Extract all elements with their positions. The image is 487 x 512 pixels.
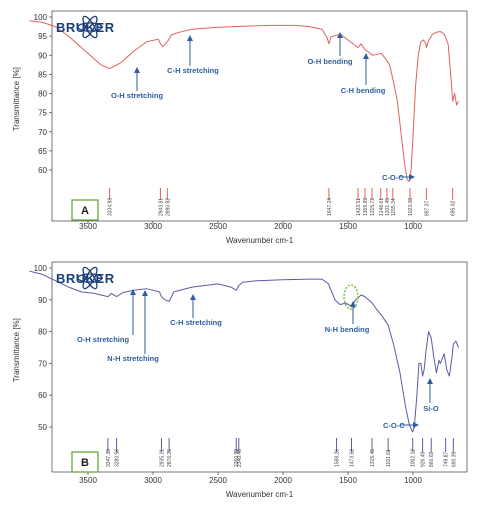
y-tick-label: 95 [38, 32, 47, 41]
peak-label: 3334.93 [108, 198, 114, 216]
peak-label: 749.87 [444, 451, 450, 467]
plot-frame [51, 10, 468, 222]
annotation-label: Si-O [423, 404, 439, 413]
y-tick-label: 90 [38, 51, 47, 60]
panel-label-box [71, 451, 99, 473]
bruker-logo-text: BRUKER [56, 271, 115, 286]
peak-label: 926.49 [421, 451, 427, 467]
panel-label-box [71, 199, 99, 221]
peak-label: 1248.61 [379, 198, 385, 216]
x-tick-label: 1000 [404, 222, 422, 231]
annotation-label: N-H stretching [107, 354, 159, 363]
peak-label: 1647.24 [327, 198, 333, 216]
y-tick-label: 70 [38, 128, 47, 137]
bruker-logo: BRUKER [56, 266, 115, 290]
peak-label: 1473.62 [350, 449, 356, 467]
annotation-label: C-H bending [341, 86, 386, 95]
peak-label: 1315.45 [370, 449, 376, 467]
x-tick-label: 3000 [144, 222, 162, 231]
annotation-label: C-H stretching [170, 318, 222, 327]
x-tick-label: 3000 [144, 476, 162, 485]
annotation-label: C-O-C [382, 173, 404, 182]
y-tick-label: 100 [34, 264, 48, 273]
peak-label: 2360.99 [234, 449, 240, 467]
annotation-label: C-H stretching [167, 66, 219, 75]
x-axis-title: Wavenumber cm-1 [226, 236, 294, 245]
ftir-panel-a: 60 65 70 75 80 85 90 95 100 3500 3000 2500 2000 1500 1… [12, 10, 468, 245]
y-tick-label: 60 [38, 391, 47, 400]
y-axis-title: Transmittance [%] [12, 318, 21, 382]
peak-label: 2935.21 [159, 449, 165, 467]
ftir-panel-b: 50 60 70 80 90 100 3500 3000 2500 2000 1500 1000 Wav… [12, 261, 468, 499]
y-tick-label: 100 [34, 13, 48, 22]
annotation-label: O-H stretching [111, 91, 164, 100]
peak-label: 860.69 [429, 451, 435, 467]
peak-label: 3280.56 [115, 449, 121, 467]
x-tick-label: 2000 [274, 476, 292, 485]
panel-label: A [81, 205, 89, 217]
peak-label: 1588.26 [335, 449, 341, 467]
y-tick-label: 75 [38, 109, 47, 118]
y-tick-label: 80 [38, 328, 47, 337]
y-axis-title: Transmittance [%] [12, 67, 21, 131]
peak-label: 1155.34 [391, 198, 397, 216]
y-tick-label: 85 [38, 70, 47, 79]
peak-label: 1315.72 [370, 198, 376, 216]
y-tick-label: 90 [38, 296, 47, 305]
y-tick-label: 50 [38, 423, 47, 432]
bruker-logo-text: BRUKER [56, 20, 115, 35]
x-tick-label: 1500 [339, 476, 357, 485]
y-tick-label: 70 [38, 359, 47, 368]
x-tick-label: 1000 [404, 476, 422, 485]
peak-label: 1201.45 [385, 198, 391, 216]
peak-label: 897.37 [424, 200, 430, 216]
annotation-label: O-H stretching [77, 335, 130, 344]
peak-label: 2340.40 [237, 449, 243, 467]
peak-label: 1369.99 [363, 198, 369, 216]
annotation-label: N-H bending [325, 325, 370, 334]
bruker-logo: BRUKER [56, 15, 115, 39]
x-axis-title: Wavenumber cm-1 [226, 490, 294, 499]
annotation-label: C-O-C [383, 421, 405, 430]
peak-label: 690.39 [451, 451, 457, 467]
spectrum-line [29, 20, 459, 182]
x-tick-label: 2000 [274, 222, 292, 231]
peak-label: 1002.12 [411, 449, 417, 467]
x-tick-label: 3500 [79, 222, 97, 231]
peak-label: 1423.51 [356, 198, 362, 216]
peak-label: 2876.25 [167, 449, 173, 467]
peak-label: 1023.08 [408, 198, 414, 216]
peak-highlight [343, 284, 359, 310]
annotation-label: O-H bending [308, 57, 353, 66]
panel-label: B [81, 457, 89, 469]
peak-label: 1191.61 [386, 449, 392, 467]
x-tick-label: 2500 [209, 476, 227, 485]
peak-label: 695.02 [451, 200, 457, 216]
y-tick-label: 65 [38, 147, 47, 156]
x-tick-label: 1500 [339, 222, 357, 231]
x-tick-label: 2500 [209, 222, 227, 231]
peak-label: 3347.39 [106, 449, 112, 467]
y-tick-label: 60 [38, 166, 47, 175]
y-tick-label: 80 [38, 90, 47, 99]
plot-frame [51, 261, 468, 473]
peak-label: 2943.91 [158, 198, 164, 216]
peak-label: 2890.82 [165, 198, 171, 216]
x-tick-label: 3500 [79, 476, 97, 485]
